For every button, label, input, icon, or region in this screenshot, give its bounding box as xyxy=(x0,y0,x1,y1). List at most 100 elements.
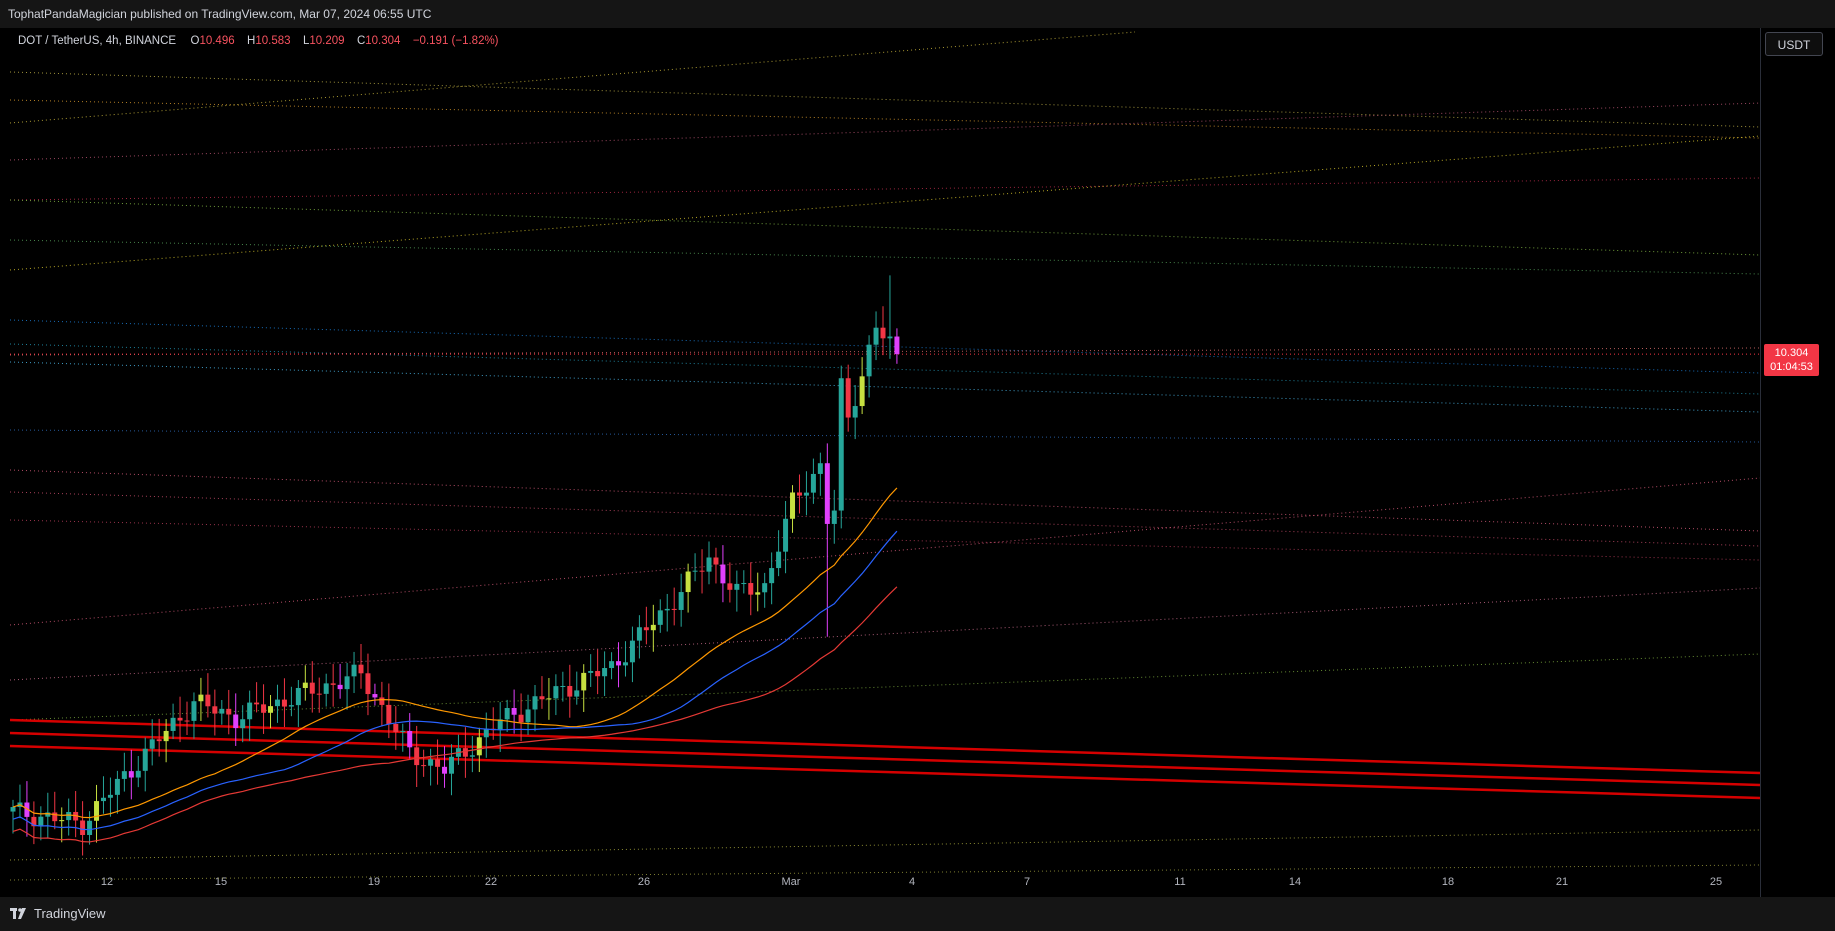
candle-body xyxy=(247,702,253,720)
candle-body xyxy=(803,492,809,496)
candle-body xyxy=(650,624,656,631)
candle-body xyxy=(156,739,162,742)
candle-body xyxy=(859,376,865,407)
tradingview-brand[interactable]: TradingView xyxy=(10,906,106,921)
candle-body xyxy=(254,702,260,705)
candle-body xyxy=(31,816,37,827)
candle-body xyxy=(114,778,120,795)
candle-body xyxy=(128,771,134,778)
level-line xyxy=(9,429,1761,443)
candle-body xyxy=(219,708,225,714)
candle-body xyxy=(38,816,44,827)
x-tick-label: 12 xyxy=(101,876,113,888)
candle-body xyxy=(316,693,322,695)
candle-body xyxy=(873,327,879,345)
candle-body xyxy=(469,755,475,757)
trendline xyxy=(9,718,1761,775)
chart-legend: DOT / TetherUS, 4h, BINANCE O10.496 H10.… xyxy=(18,35,499,47)
candle-body xyxy=(852,406,858,418)
level-line xyxy=(9,31,1136,124)
candle-body xyxy=(622,662,628,666)
candle-body xyxy=(838,378,844,511)
candle-body xyxy=(226,708,232,715)
candle-body xyxy=(581,672,587,691)
tradingview-logo-icon xyxy=(10,907,26,919)
candle-body xyxy=(66,811,72,821)
candle-body xyxy=(769,568,775,584)
x-tick-label: 26 xyxy=(638,876,650,888)
candle-body xyxy=(191,701,197,721)
x-tick-label: 7 xyxy=(1024,876,1030,888)
candle-body xyxy=(365,673,371,695)
candle-body xyxy=(699,570,705,572)
level-line xyxy=(9,239,1761,275)
candle-body xyxy=(796,492,802,496)
candle-body xyxy=(776,551,782,569)
candle-body xyxy=(748,583,754,595)
candle-body xyxy=(414,747,420,766)
legend-open-value: 10.496 xyxy=(199,35,235,47)
candle-body xyxy=(407,731,413,748)
ma-orange-line xyxy=(12,487,898,819)
candle-body xyxy=(393,724,399,732)
chart-svg[interactable]: 13.00012.50012.00011.60011.20010.80010.4… xyxy=(0,0,1835,897)
candle-body xyxy=(337,684,343,690)
candle-body xyxy=(10,807,16,812)
candle-body xyxy=(309,682,315,694)
candle-body xyxy=(448,756,454,774)
candle-body xyxy=(525,709,531,723)
candle-body xyxy=(887,336,893,339)
bar-countdown: 01:04:53 xyxy=(1770,361,1813,373)
legend-low-label: L xyxy=(302,35,310,47)
candle-body xyxy=(274,699,280,707)
candle-body xyxy=(288,705,294,707)
candle-body xyxy=(685,571,691,593)
x-tick-label: 4 xyxy=(909,876,915,888)
candle-body xyxy=(268,706,274,713)
candle-body xyxy=(595,670,601,677)
candle-body xyxy=(567,685,573,697)
candle-body xyxy=(511,708,517,715)
level-line xyxy=(9,864,1761,881)
legend-high-label: H xyxy=(247,35,256,47)
legend-close-label: C xyxy=(356,35,366,47)
legend-close-value: 10.304 xyxy=(365,35,401,47)
currency-button[interactable]: USDT xyxy=(1765,32,1823,56)
price-axis[interactable] xyxy=(1760,28,1835,897)
candle-body xyxy=(706,557,712,572)
chart-area[interactable] xyxy=(0,28,1835,897)
candle-body xyxy=(483,728,489,738)
candle-body xyxy=(121,771,127,779)
candle-body xyxy=(281,699,287,707)
legend-low-value: 10.209 xyxy=(309,35,345,47)
candle-body xyxy=(866,344,872,377)
x-tick-label: 18 xyxy=(1442,876,1454,888)
candle-body xyxy=(205,694,211,707)
candle-body xyxy=(560,685,566,687)
candle-body xyxy=(664,608,670,611)
x-tick-label: 11 xyxy=(1174,876,1185,888)
candle-body xyxy=(184,720,190,722)
candle-body xyxy=(734,583,740,590)
candle-body xyxy=(762,583,768,593)
candle-body xyxy=(94,801,100,821)
last-price-tag: 10.304 01:04:53 xyxy=(1764,344,1819,376)
x-tick-label: 15 xyxy=(215,876,227,888)
level-line xyxy=(9,477,1761,626)
level-line xyxy=(9,519,1761,561)
candle-body xyxy=(177,717,183,721)
trendline xyxy=(9,744,1761,800)
level-line xyxy=(9,102,1761,161)
candle-body xyxy=(142,748,148,771)
candle-body xyxy=(539,696,545,700)
candle-body xyxy=(636,627,642,641)
legend-open-label: O xyxy=(190,35,200,47)
ma-blue-line xyxy=(12,530,898,831)
ma-red-line xyxy=(12,586,898,843)
candle-body xyxy=(435,759,441,767)
candle-body xyxy=(421,765,427,767)
candle-body xyxy=(400,731,406,733)
level-line xyxy=(9,135,1761,271)
candle-body xyxy=(588,670,594,673)
candle-body xyxy=(59,820,65,822)
